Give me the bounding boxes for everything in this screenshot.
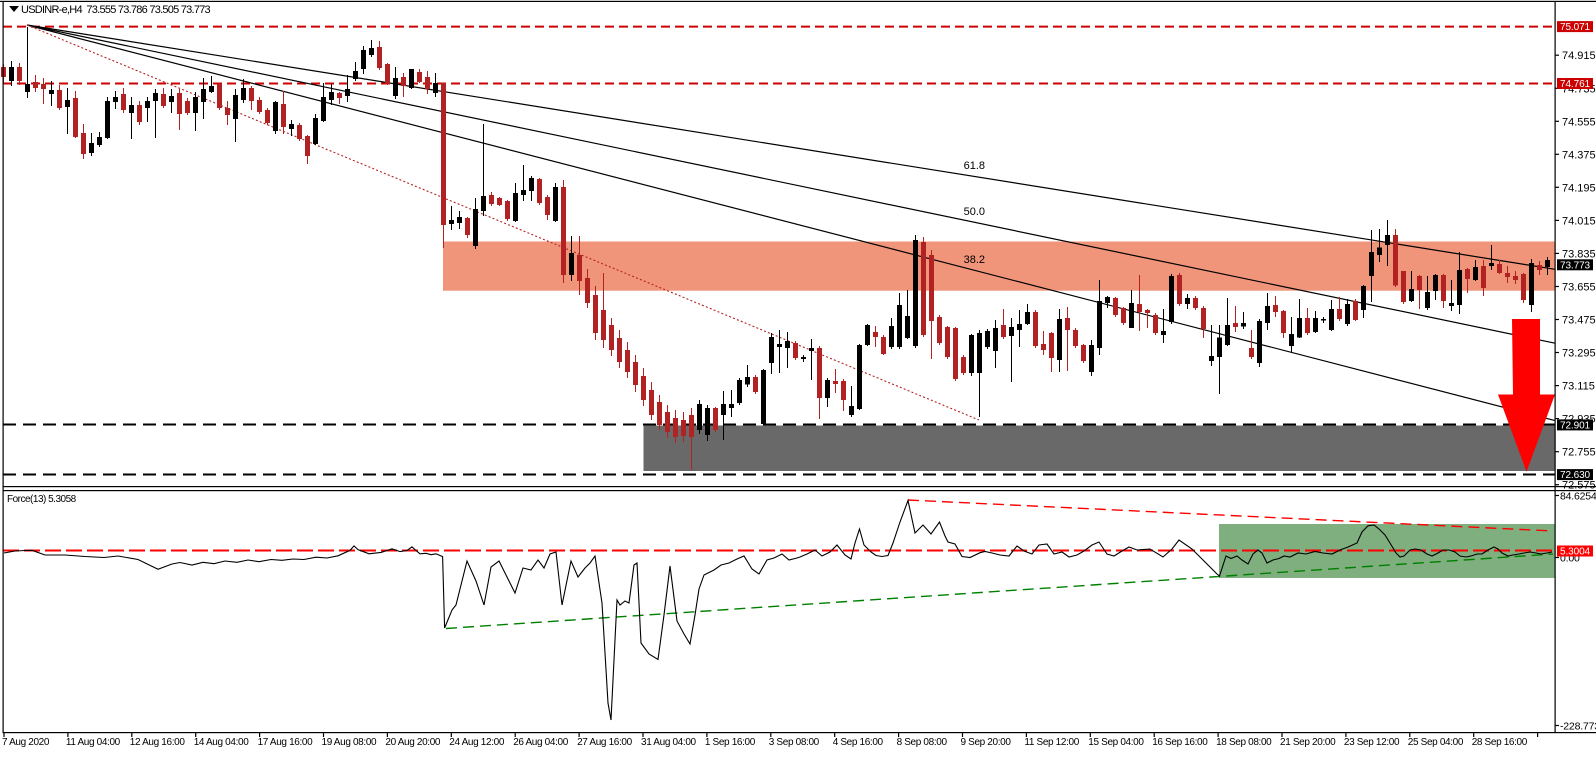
svg-text:16 Sep 16:00: 16 Sep 16:00 — [1152, 737, 1208, 748]
svg-text:73.773: 73.773 — [1560, 260, 1591, 271]
svg-text:61.8: 61.8 — [964, 160, 985, 172]
svg-text:38.2: 38.2 — [964, 254, 985, 266]
svg-text:8 Sep 08:00: 8 Sep 08:00 — [897, 737, 948, 748]
svg-text:25 Sep 04:00: 25 Sep 04:00 — [1408, 737, 1464, 748]
svg-text:7 Aug 2020: 7 Aug 2020 — [2, 737, 50, 748]
svg-text:84.6254: 84.6254 — [1560, 491, 1596, 503]
svg-text:50.0: 50.0 — [964, 206, 985, 218]
svg-text:74.015: 74.015 — [1562, 215, 1596, 227]
svg-text:5.3004: 5.3004 — [1560, 547, 1591, 558]
svg-text:21 Sep 20:00: 21 Sep 20:00 — [1280, 737, 1336, 748]
svg-text:73.835: 73.835 — [1562, 248, 1596, 260]
svg-text:74.915: 74.915 — [1562, 50, 1596, 62]
svg-text:12 Aug 16:00: 12 Aug 16:00 — [130, 737, 186, 748]
svg-text:23 Sep 12:00: 23 Sep 12:00 — [1344, 737, 1400, 748]
svg-text:31 Aug 04:00: 31 Aug 04:00 — [641, 737, 697, 748]
svg-text:74.555: 74.555 — [1562, 116, 1596, 128]
svg-text:72.901: 72.901 — [1560, 420, 1591, 431]
svg-text:11 Sep 12:00: 11 Sep 12:00 — [1024, 737, 1079, 748]
svg-text:72.755: 72.755 — [1562, 447, 1596, 459]
svg-text:26 Aug 04:00: 26 Aug 04:00 — [513, 737, 569, 748]
svg-text:USDINR-e,H4 73.555 73.786 73.: USDINR-e,H4 73.555 73.786 73.505 73.773 — [21, 4, 211, 16]
svg-text:Force(13) 5.3058: Force(13) 5.3058 — [7, 494, 77, 505]
svg-text:9 Sep 20:00: 9 Sep 20:00 — [961, 737, 1012, 748]
svg-text:73.475: 73.475 — [1562, 315, 1596, 327]
svg-text:74.195: 74.195 — [1562, 182, 1596, 194]
svg-text:75.071: 75.071 — [1560, 22, 1591, 33]
svg-text:27 Aug 16:00: 27 Aug 16:00 — [577, 737, 633, 748]
svg-text:3 Sep 08:00: 3 Sep 08:00 — [769, 737, 820, 748]
svg-text:73.115: 73.115 — [1562, 381, 1595, 393]
svg-text:72.630: 72.630 — [1560, 470, 1591, 481]
svg-text:74.375: 74.375 — [1562, 149, 1596, 161]
svg-text:17 Aug 16:00: 17 Aug 16:00 — [258, 737, 314, 748]
svg-text:18 Sep 08:00: 18 Sep 08:00 — [1216, 737, 1272, 748]
svg-text:4 Sep 16:00: 4 Sep 16:00 — [833, 737, 884, 748]
svg-text:73.295: 73.295 — [1562, 348, 1596, 360]
svg-text:20 Aug 20:00: 20 Aug 20:00 — [385, 737, 441, 748]
svg-text:28 Sep 16:00: 28 Sep 16:00 — [1472, 737, 1528, 748]
svg-text:19 Aug 08:00: 19 Aug 08:00 — [322, 737, 378, 748]
svg-text:14 Aug 04:00: 14 Aug 04:00 — [194, 737, 250, 748]
svg-text:73.655: 73.655 — [1562, 282, 1596, 294]
svg-text:1 Sep 16:00: 1 Sep 16:00 — [705, 737, 756, 748]
svg-text:74.761: 74.761 — [1560, 79, 1591, 90]
svg-text:-228.773: -228.773 — [1560, 721, 1596, 733]
svg-text:15 Sep 04:00: 15 Sep 04:00 — [1088, 737, 1144, 748]
svg-text:24 Aug 12:00: 24 Aug 12:00 — [449, 737, 505, 748]
svg-text:11 Aug 04:00: 11 Aug 04:00 — [66, 737, 121, 748]
